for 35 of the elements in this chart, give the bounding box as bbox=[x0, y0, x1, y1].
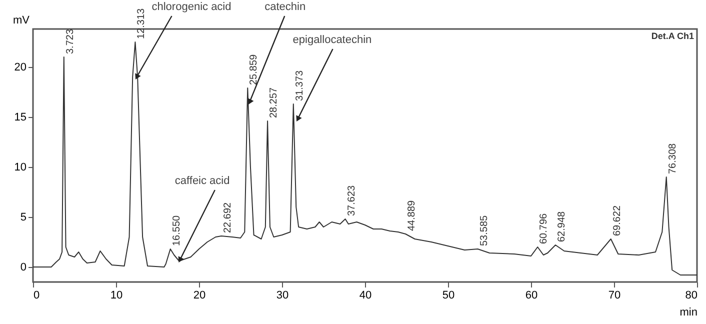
annotation: epigallocatechin bbox=[292, 34, 372, 46]
annotation: 37.623 bbox=[346, 184, 358, 216]
annotation: 53.585 bbox=[478, 214, 490, 246]
y-tick-label: 15 bbox=[14, 112, 26, 124]
annotation: 44.889 bbox=[406, 200, 418, 231]
x-axis-title: min bbox=[680, 306, 698, 318]
annotation: caffeic acid bbox=[174, 175, 230, 187]
y-tick-label: 5 bbox=[20, 212, 26, 224]
annotation: catechin bbox=[264, 1, 306, 13]
x-tick-label: 20 bbox=[193, 290, 206, 302]
annotation: 25.859 bbox=[248, 54, 260, 85]
x-tick-label: 50 bbox=[442, 290, 455, 302]
annotation: 28.257 bbox=[268, 86, 280, 118]
annotation: 3.723 bbox=[64, 28, 76, 54]
x-tick-label: 60 bbox=[525, 290, 538, 302]
annotation: 60.796 bbox=[538, 212, 550, 244]
x-tick-label: 40 bbox=[359, 290, 372, 302]
annotation: 62.948 bbox=[556, 210, 568, 242]
annotation: 31.373 bbox=[294, 70, 306, 101]
annotation: 76.308 bbox=[667, 142, 678, 174]
annotation: 22.692 bbox=[222, 202, 234, 233]
x-tick-label: 0 bbox=[34, 290, 40, 302]
y-tick-label: 0 bbox=[20, 262, 26, 274]
x-tick-label: 10 bbox=[110, 290, 123, 302]
annotation: 16.550 bbox=[171, 214, 182, 246]
x-tick-label: 70 bbox=[608, 290, 621, 302]
y-tick-label: 10 bbox=[14, 162, 26, 174]
annotation: 12.313 bbox=[136, 8, 148, 39]
y-axis-title: mV bbox=[13, 14, 30, 26]
annotation: 69.622 bbox=[612, 204, 623, 236]
x-tick-label: 30 bbox=[276, 290, 289, 302]
annotation: Det.A Ch1 bbox=[651, 31, 694, 41]
annotation: chlorogenic acid bbox=[152, 1, 232, 13]
y-tick-label: 20 bbox=[14, 62, 26, 74]
x-tick-label: 80 bbox=[685, 290, 698, 302]
